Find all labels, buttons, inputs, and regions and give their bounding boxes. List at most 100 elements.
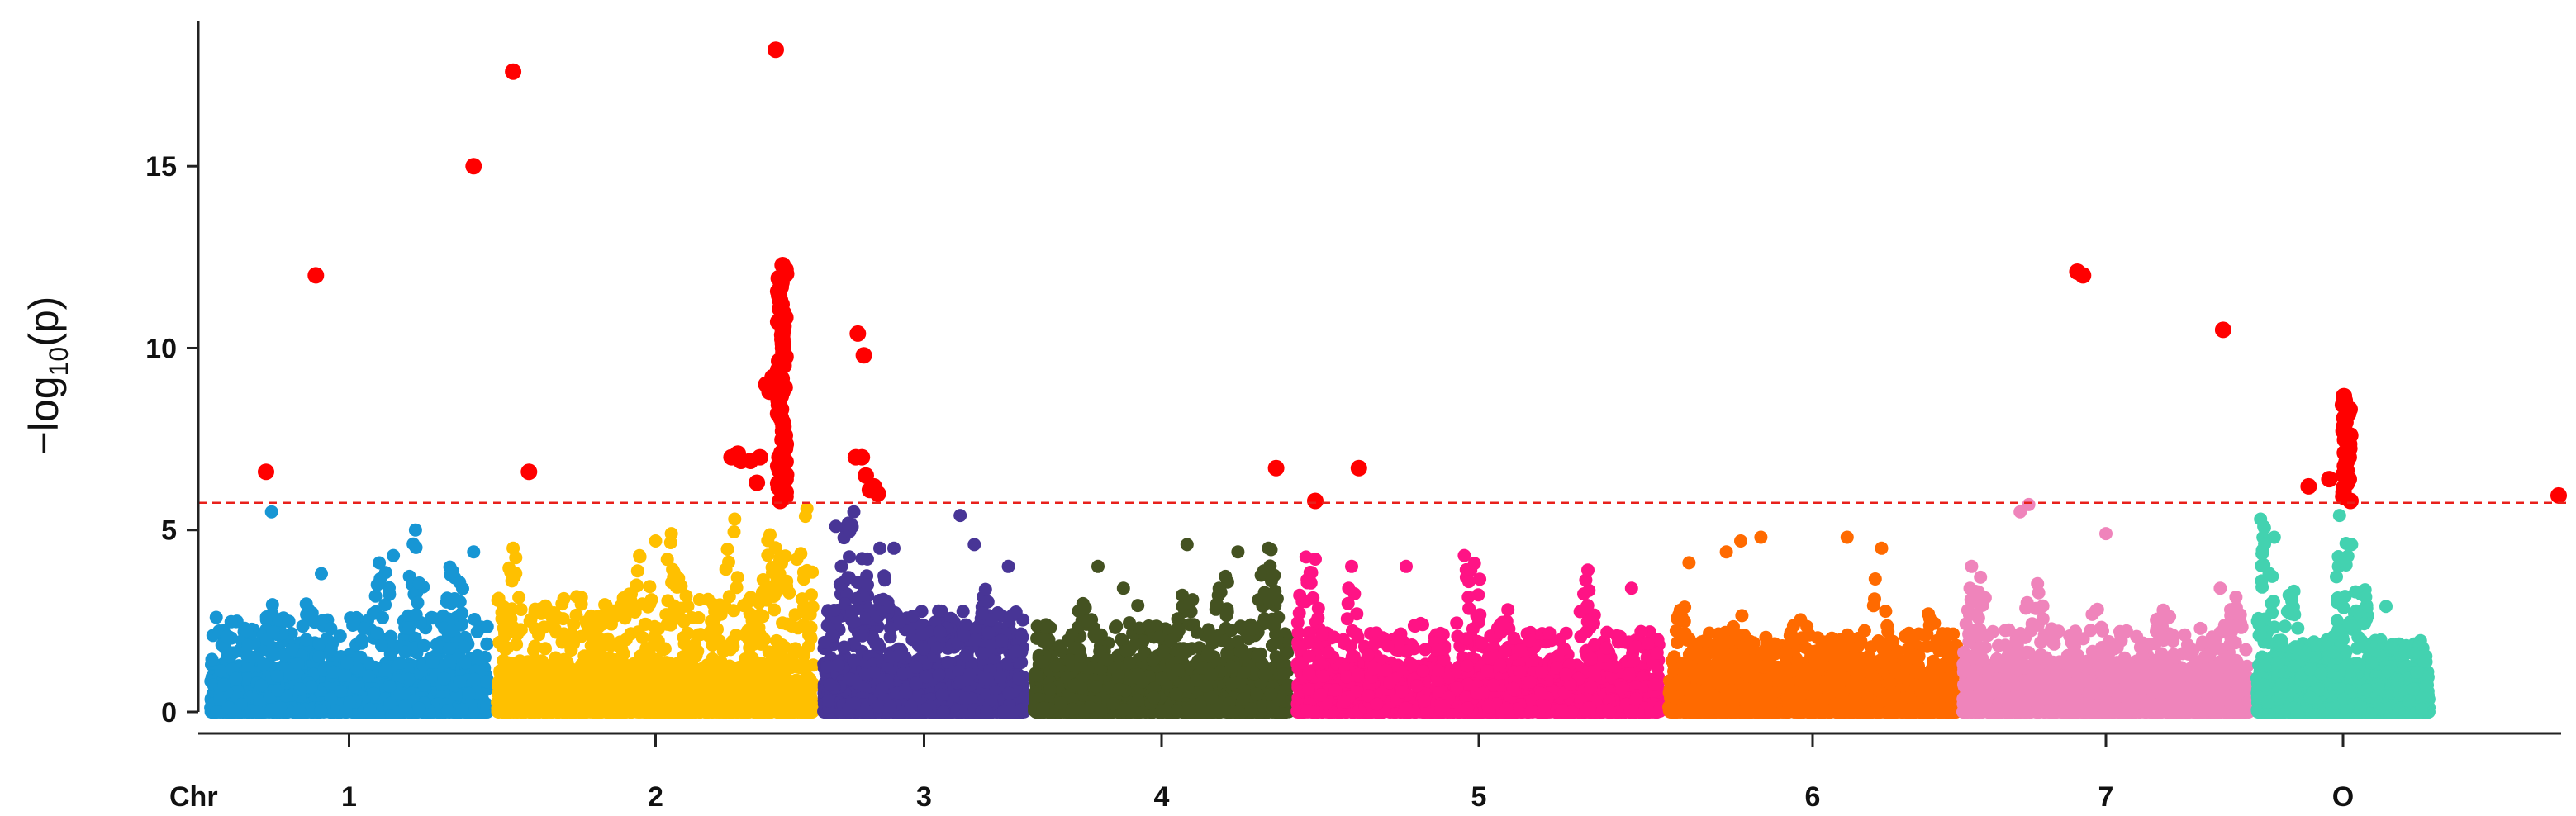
snp-point-chr-1	[264, 505, 278, 519]
snp-point-chr-2	[570, 685, 584, 699]
snp-point-chr-2	[623, 703, 637, 717]
snp-point-chr-1	[368, 589, 383, 603]
snp-point-chr-2	[649, 652, 663, 667]
snp-point-chr-2	[723, 659, 737, 673]
snp-point-chr-2	[630, 578, 644, 592]
snp-point-chr-2	[664, 527, 678, 541]
snp-point-chr-2	[548, 622, 562, 636]
snp-point-chr-1	[480, 675, 494, 689]
snp-point-chr-2	[571, 667, 585, 681]
snp-point-chr-2	[727, 695, 741, 709]
snp-point-chr-1	[448, 592, 462, 605]
significant-point	[307, 267, 325, 284]
snp-point-chr-2	[677, 630, 691, 644]
snp-point-chr-1	[408, 523, 422, 537]
snp-point-chr-2	[574, 700, 588, 714]
snp-point-chr-1	[409, 608, 423, 622]
snp-point-chr-2	[769, 704, 783, 717]
snp-point-chr-2	[495, 679, 509, 693]
snp-point-chr-1	[370, 626, 384, 640]
snp-point-chr-1	[402, 621, 416, 635]
snp-point-chr-2	[624, 627, 638, 641]
snp-point-chr-2	[529, 689, 543, 703]
snp-point-chr-2	[767, 645, 781, 659]
significant-point	[520, 463, 538, 481]
significant-point	[764, 368, 782, 386]
snp-point-chr-1	[270, 669, 284, 683]
snp-point-chr-2	[591, 705, 605, 719]
snp-point-chr-1	[346, 619, 360, 632]
snp-point-chr-2	[527, 665, 541, 679]
snp-point-chr-2	[768, 603, 782, 617]
snp-point-chr-2	[649, 534, 663, 548]
snp-point-chr-2	[549, 651, 563, 665]
snp-point-chr-1	[240, 624, 254, 638]
snp-point-chr-1	[292, 704, 307, 717]
snp-point-chr-2	[592, 610, 605, 624]
snp-point-chr-2	[745, 652, 759, 666]
snp-point-chr-2	[692, 593, 706, 606]
snp-point-chr-2	[511, 628, 524, 642]
snp-point-chr-1	[221, 700, 235, 714]
snp-point-chr-2	[497, 653, 511, 667]
snp-point-chr-2	[741, 595, 755, 609]
snp-point-chr-2	[790, 660, 804, 674]
snp-point-chr-1	[383, 680, 397, 693]
snp-point-chr-2	[643, 596, 657, 610]
snp-point-chr-1	[315, 567, 328, 581]
snp-point-chr-2	[720, 543, 734, 556]
snp-point-chr-2	[493, 698, 507, 712]
snp-point-chr-2	[752, 621, 766, 634]
snp-point-chr-2	[782, 673, 796, 687]
snp-point-chr-1	[468, 613, 482, 626]
snp-point-chr-2	[693, 665, 707, 679]
snp-point-chr-2	[722, 590, 736, 604]
snp-point-chr-1	[480, 637, 494, 651]
snp-point-chr-2	[626, 657, 640, 671]
snp-point-chr-2	[759, 591, 773, 605]
snp-point-chr-2	[633, 548, 647, 562]
snp-point-chr-2	[670, 660, 684, 673]
snp-point-chr-1	[250, 705, 264, 719]
snp-point-chr-2	[729, 629, 743, 643]
snp-point-chr-1	[305, 680, 318, 694]
snp-point-chr-2	[773, 549, 787, 563]
significant-point	[465, 158, 482, 175]
snp-point-chr-2	[806, 676, 820, 690]
significant-point	[732, 453, 749, 469]
snp-point-chr-1	[453, 675, 467, 689]
snp-point-chr-1	[455, 702, 469, 716]
snp-point-chr-2	[506, 541, 520, 555]
snp-point-chr-2	[665, 674, 679, 688]
snp-point-chr-2	[609, 680, 623, 694]
snp-point-chr-2	[574, 597, 588, 611]
snp-point-chr-2	[766, 566, 779, 580]
snp-point-chr-1	[443, 654, 457, 668]
snp-point-chr-2	[724, 643, 738, 657]
snp-point-chr-1	[417, 679, 431, 692]
snp-point-chr-1	[283, 667, 297, 681]
significant-point	[749, 474, 766, 491]
snp-point-chr-2	[505, 691, 519, 705]
significant-point	[258, 463, 274, 481]
snp-point-chr-1	[383, 586, 396, 600]
snp-point-chr-2	[597, 687, 611, 701]
snp-point-chr-2	[634, 691, 648, 705]
snp-point-chr-2	[602, 703, 616, 717]
snp-point-chr-2	[564, 643, 578, 657]
snp-point-chr-2	[524, 613, 538, 626]
snp-point-chr-2	[667, 599, 681, 613]
snp-point-chr-2	[748, 637, 762, 651]
snp-point-chr-1	[220, 629, 234, 643]
points-layer	[204, 41, 2567, 719]
snp-point-chr-1	[257, 657, 271, 671]
snp-point-chr-2	[544, 666, 558, 680]
snp-point-chr-1	[266, 625, 280, 639]
snp-point-chr-1	[217, 678, 231, 692]
snp-point-chr-1	[378, 663, 392, 677]
snp-point-chr-1	[307, 615, 321, 629]
snp-point-chr-2	[512, 591, 526, 605]
snp-point-chr-2	[777, 640, 791, 654]
